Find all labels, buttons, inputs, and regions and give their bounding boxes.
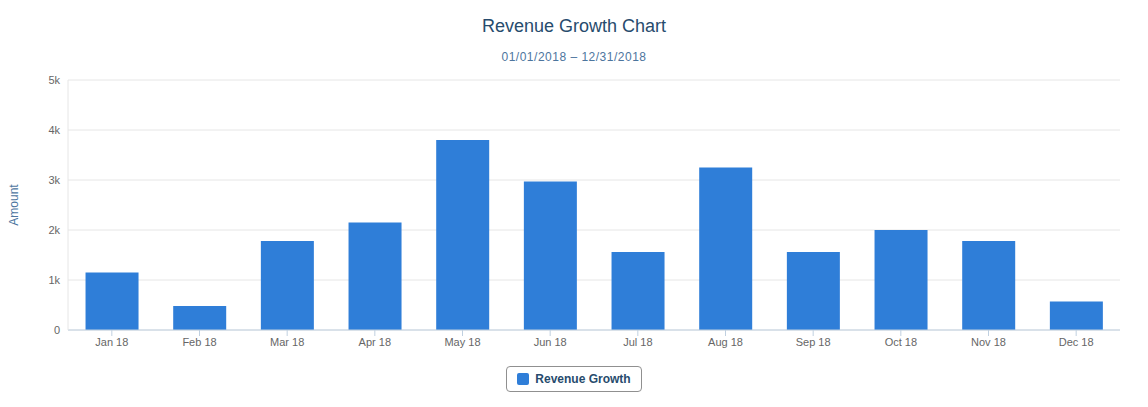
svg-text:Oct 18: Oct 18 xyxy=(885,336,917,348)
svg-text:1k: 1k xyxy=(48,274,60,286)
svg-text:Apr 18: Apr 18 xyxy=(359,336,391,348)
svg-text:Jul 18: Jul 18 xyxy=(623,336,652,348)
svg-text:0: 0 xyxy=(54,324,60,336)
svg-text:May 18: May 18 xyxy=(444,336,480,348)
html-text:Revenue Growth: Revenue Growth xyxy=(535,372,631,386)
svg-text:2k: 2k xyxy=(48,224,60,236)
svg-text:Amount: Amount xyxy=(8,184,21,226)
svg-text:3k: 3k xyxy=(48,174,60,186)
html-text:Revenue Growth Chart: Revenue Growth Chart xyxy=(482,16,666,36)
html-text:01/01/2018 – 12/31/2018: 01/01/2018 – 12/31/2018 xyxy=(501,50,647,64)
svg-text:Sep 18: Sep 18 xyxy=(796,336,831,348)
svg-text:Mar 18: Mar 18 xyxy=(270,336,304,348)
svg-text:5k: 5k xyxy=(48,74,60,86)
svg-text:4k: 4k xyxy=(48,124,60,136)
svg-text:Nov 18: Nov 18 xyxy=(971,336,1006,348)
svg-text:Feb 18: Feb 18 xyxy=(182,336,216,348)
svg-text:Jan 18: Jan 18 xyxy=(95,336,128,348)
svg-text:Aug 18: Aug 18 xyxy=(708,336,743,348)
svg-text:Jun 18: Jun 18 xyxy=(534,336,567,348)
svg-text:Dec 18: Dec 18 xyxy=(1059,336,1094,348)
